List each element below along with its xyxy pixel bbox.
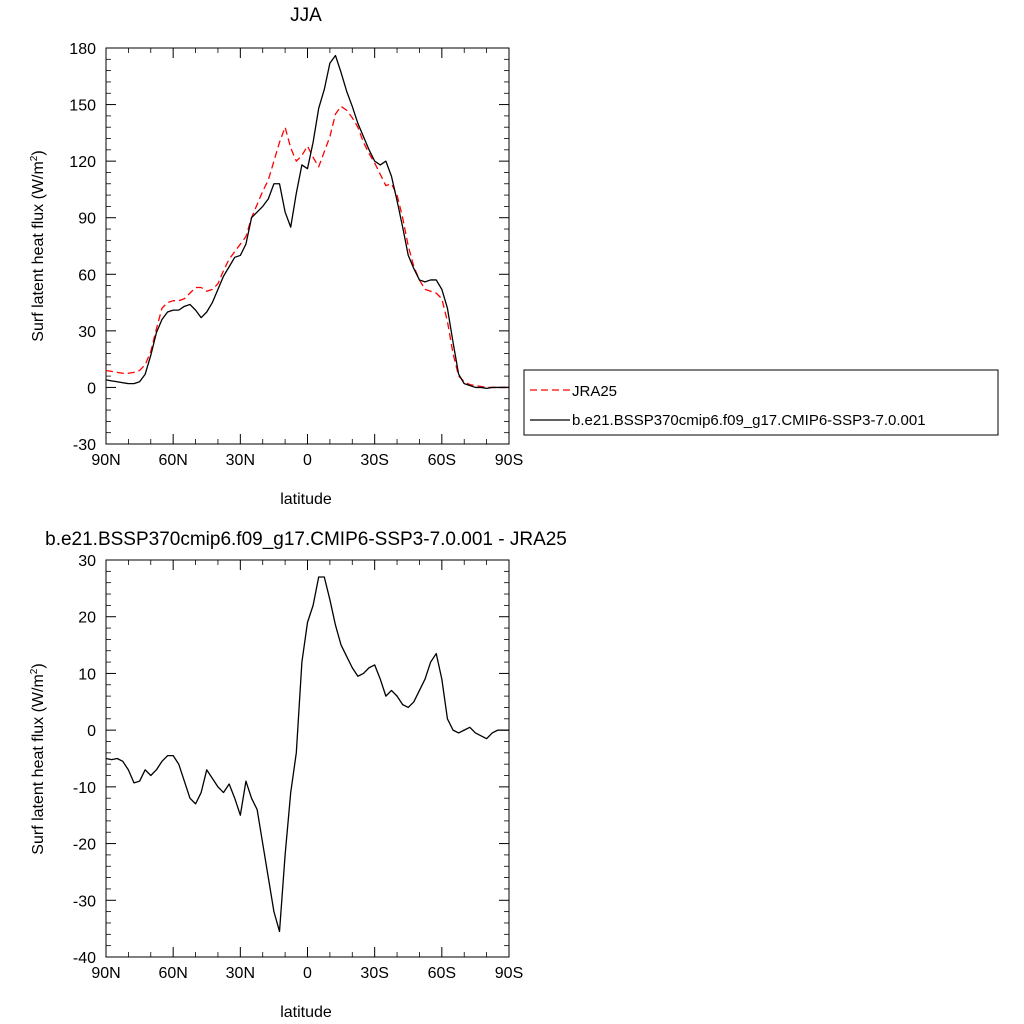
top-y-tick-label: 90 [78,211,96,228]
bottom-y-axis-title-main: Surf latent heat flux (W/m [30,674,47,855]
bottom-axis-ticks [105,559,510,958]
top-y-tick-label: 150 [69,98,96,115]
bottom-y-axis-title: Surf latent heat flux (W/m2) [29,663,47,854]
bottom-y-tick-label: 0 [87,723,96,740]
top-x-tick-label: 60N [158,452,187,469]
top-x-tick-label: 30S [360,452,388,469]
bottom-y-tick-labels: -40 -30 -20 -10 0 10 20 30 [73,553,96,967]
top-x-tick-label: 60S [428,452,456,469]
top-y-axis-title-sup: 2 [29,155,40,161]
bottom-series-line-model [105,576,509,933]
top-y-tick-label: 120 [69,154,96,171]
bottom-x-tick-labels: 90N 60N 30N 0 30S 60S 90S [91,965,523,982]
bottom-y-tick-label: 10 [78,666,96,683]
top-series-line-jra25 [105,105,509,389]
bottom-y-axis-title-sup: 2 [29,668,40,674]
top-x-tick-label: 0 [303,452,312,469]
top-series-group [105,54,509,390]
bottom-y-tick-label: -20 [73,837,96,854]
top-x-tick-label: 90S [495,452,523,469]
bottom-y-tick-label: -10 [73,780,96,797]
top-x-tick-labels: 90N 60N 30N 0 30S 60S 90S [91,452,523,469]
bottom-x-axis-title: latitude [280,1004,332,1021]
bottom-y-axis-title-close: ) [30,663,47,668]
top-y-axis-title: Surf latent heat flux (W/m2) [29,150,47,341]
bottom-x-tick-label: 90S [495,965,523,982]
bottom-plot-title: b.e21.BSSP370cmip6.f09_g17.CMIP6-SSP3-7.… [45,529,567,550]
legend: JRA25 b.e21.BSSP370cmip6.f09_g17.CMIP6-S… [523,369,999,436]
bottom-panel: b.e21.BSSP370cmip6.f09_g17.CMIP6-SSP3-7.… [29,529,567,1021]
top-y-tick-labels: -30 0 30 60 90 120 150 180 [69,41,96,454]
top-y-tick-label: -30 [73,437,96,454]
top-x-tick-label: 30N [226,452,255,469]
bottom-x-tick-label: 60S [428,965,456,982]
top-series-line-model [105,54,509,390]
top-axis-ticks [105,47,510,445]
bottom-y-tick-label: -30 [73,893,96,910]
top-plot-frame [105,47,510,445]
bottom-x-tick-label: 30S [360,965,388,982]
top-plot-title: JJA [290,5,322,26]
top-y-axis-title-main: Surf latent heat flux (W/m [30,161,47,342]
top-y-tick-label: 60 [78,267,96,284]
bottom-y-tick-label: 30 [78,553,96,570]
legend-label-jra25: JRA25 [572,383,617,400]
bottom-plot-frame [105,559,510,958]
legend-label-model: b.e21.BSSP370cmip6.f09_g17.CMIP6-SSP3-7.… [572,412,926,429]
bottom-y-tick-label: -40 [73,950,96,967]
top-x-tick-label: 90N [91,452,120,469]
top-y-axis-title-close: ) [30,150,47,155]
top-y-tick-label: 30 [78,324,96,341]
top-x-axis-title: latitude [280,491,332,508]
top-y-tick-label: 180 [69,41,96,58]
top-y-tick-label: 0 [87,380,96,397]
bottom-series-group [105,576,509,933]
legend-box [523,369,999,436]
bottom-x-tick-label: 0 [303,965,312,982]
bottom-y-tick-label: 20 [78,610,96,627]
top-panel: JJA -30 0 30 60 90 120 150 180 90N 60N 30N 0 30S 60S… [29,5,523,508]
bottom-x-tick-label: 30N [226,965,255,982]
bottom-x-tick-label: 60N [158,965,187,982]
bottom-x-tick-label: 90N [91,965,120,982]
